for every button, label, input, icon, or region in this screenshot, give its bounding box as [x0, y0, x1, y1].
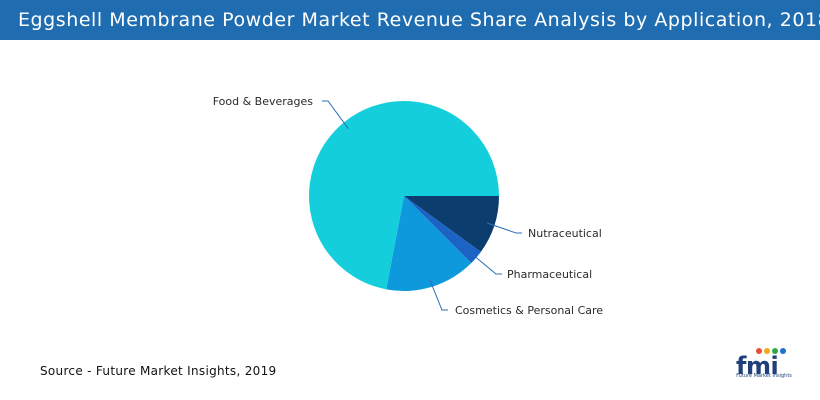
leader-line-cosmetics-and-personal-care [429, 279, 448, 311]
logo-dot-yellow [764, 348, 770, 354]
pie-slice-pharmaceutical [404, 196, 481, 264]
leader-line-pharmaceutical [470, 252, 502, 275]
pie-slice-food-and-beverages [309, 101, 499, 290]
logo-dot-blue [780, 348, 786, 354]
slice-label-food-and-beverages: Food & Beverages [213, 95, 314, 108]
slice-label-nutraceutical: Nutraceutical [528, 227, 602, 240]
leader-line-nutraceutical [486, 222, 522, 234]
pie-chart: Nutraceutical Pharmaceutical Cosmetics & P… [213, 95, 604, 317]
leader-line-food-and-beverages [322, 100, 349, 129]
pie-slice-cosmetics-and-personal-care [386, 196, 472, 291]
pie-slice-nutraceutical [404, 196, 499, 252]
logo-dot-red [756, 348, 762, 354]
logo-tagline: Future Market Insights [736, 373, 792, 379]
slice-label-cosmetics-and-personal-care: Cosmetics & Personal Care [455, 304, 603, 317]
source-note: Source - Future Market Insights, 2019 [40, 364, 277, 378]
chart-title: Eggshell Membrane Powder Market Revenue … [0, 0, 820, 40]
logo-dot-green [772, 348, 778, 354]
fmi-logo: fmi Future Market Insights [734, 348, 792, 384]
logo-wordmark: fmi [736, 352, 779, 380]
slice-label-pharmaceutical: Pharmaceutical [507, 268, 592, 281]
